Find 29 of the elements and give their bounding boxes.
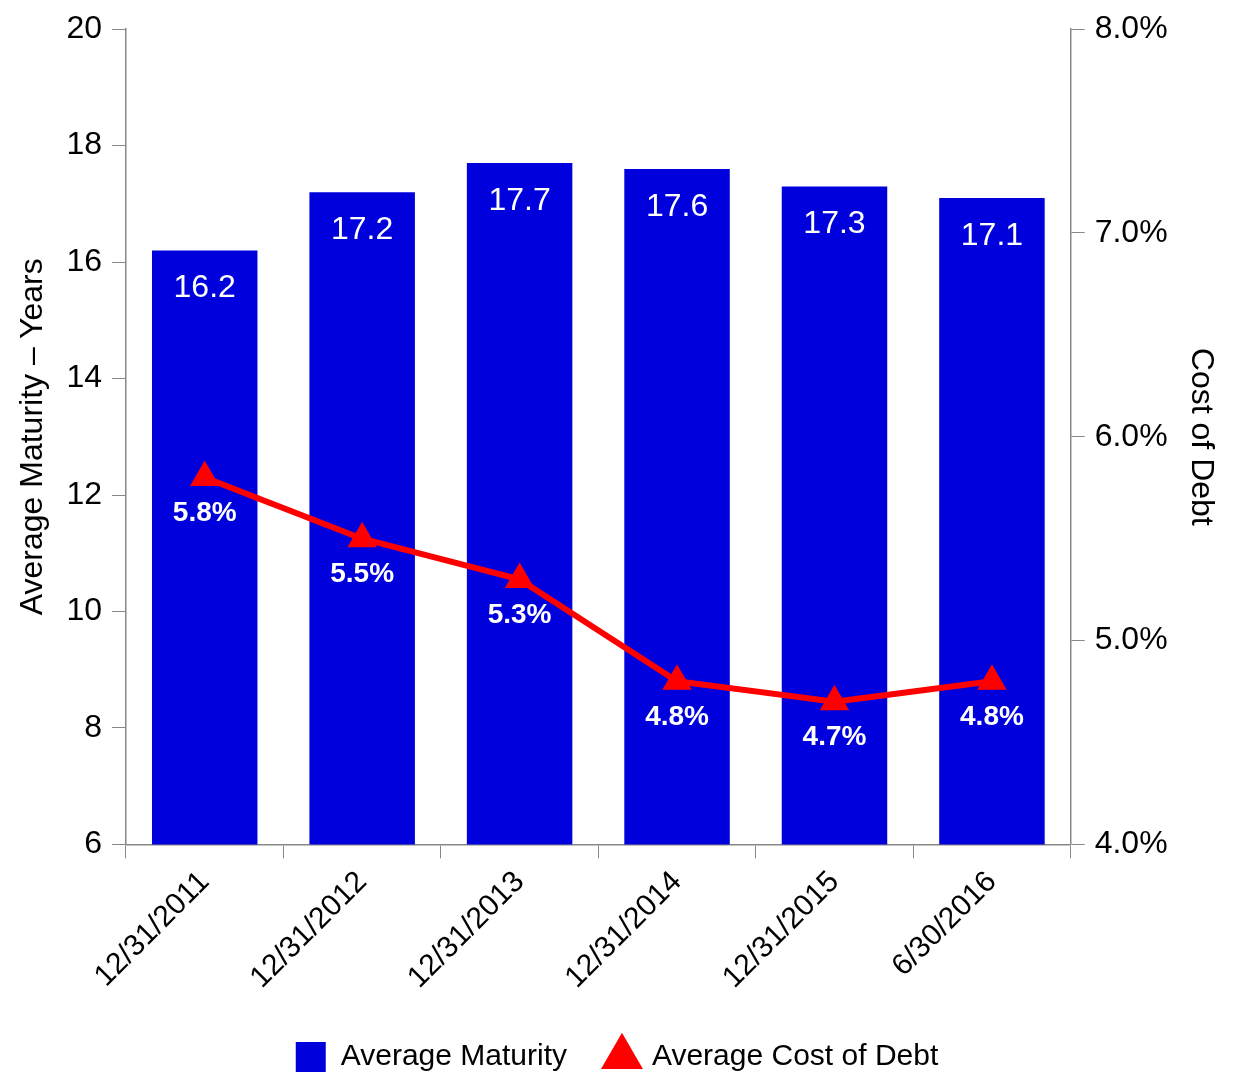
y-axis-title: Average Maturity – Years bbox=[13, 258, 50, 616]
data-label: 4.8% bbox=[645, 700, 710, 732]
data-label: 17.2 bbox=[331, 210, 394, 247]
data-label: 17.6 bbox=[645, 186, 709, 223]
y2-axis-title: Cost of Debt bbox=[1184, 347, 1221, 526]
y2-tick-label: 5.0% bbox=[1094, 620, 1168, 657]
y2-tick-label: 4.0% bbox=[1094, 824, 1168, 861]
data-label: 17.7 bbox=[488, 180, 551, 217]
data-label: 5.5% bbox=[330, 557, 395, 589]
legend-label: Average Maturity bbox=[340, 1038, 567, 1072]
data-label: 4.7% bbox=[802, 720, 867, 752]
y2-tick-label: 7.0% bbox=[1094, 212, 1168, 249]
data-label: 16.2 bbox=[173, 268, 236, 305]
data-label: 17.3 bbox=[803, 204, 866, 241]
y-tick-label: 10 bbox=[66, 591, 102, 628]
y-tick-label: 20 bbox=[66, 9, 102, 46]
y-tick-label: 16 bbox=[66, 241, 102, 278]
y-tick-label: 6 bbox=[84, 824, 102, 861]
y2-tick-label: 6.0% bbox=[1094, 416, 1168, 453]
y-tick-label: 8 bbox=[84, 707, 102, 744]
y-tick-label: 12 bbox=[66, 474, 102, 511]
y-tick-label: 14 bbox=[66, 358, 102, 395]
data-label: 17.1 bbox=[960, 215, 1024, 252]
legend-label: Average Cost of Debt bbox=[651, 1038, 939, 1072]
data-label: 4.8% bbox=[960, 700, 1024, 732]
data-label: 5.3% bbox=[487, 598, 552, 630]
data-label: 5.8% bbox=[172, 496, 237, 528]
y2-tick-label: 8.0% bbox=[1094, 9, 1168, 46]
y-tick-label: 18 bbox=[66, 125, 102, 162]
